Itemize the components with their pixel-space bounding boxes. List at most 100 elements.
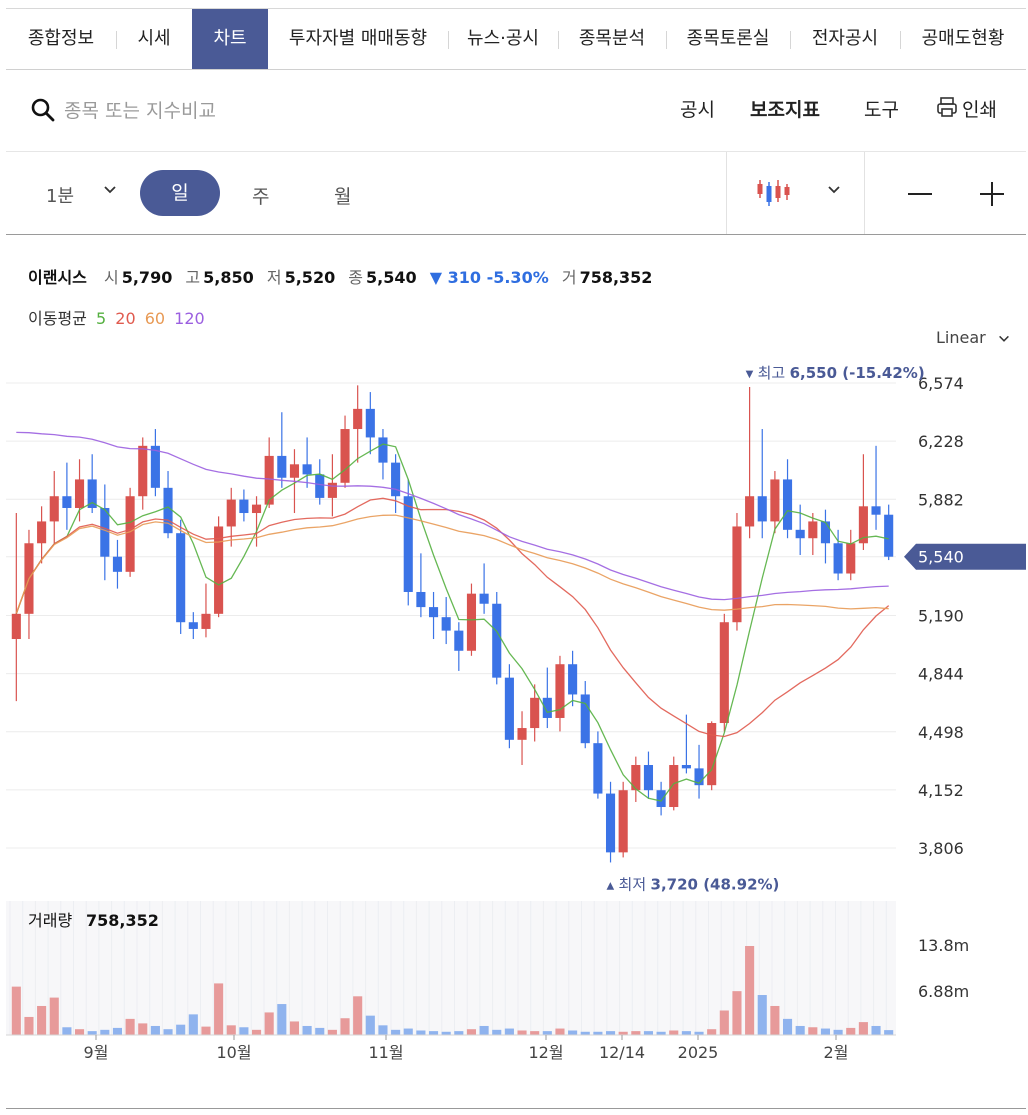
volume-bar [62, 1027, 72, 1035]
ma-60-label: 60 [144, 309, 166, 328]
candle [239, 499, 249, 514]
candle [517, 728, 527, 740]
candlestick-chart-icon[interactable] [756, 176, 794, 212]
ma-label: 이동평균 [28, 309, 87, 328]
y-tick-label: 3,806 [918, 839, 964, 858]
chevron-down-icon [998, 335, 1009, 342]
y-tick-label: 4,152 [918, 781, 964, 800]
volume-bar [745, 946, 755, 1035]
volume-bar [340, 1018, 350, 1035]
volume-bar [327, 1029, 337, 1035]
candle [871, 506, 881, 515]
close-label: 종 [348, 268, 364, 287]
printer-icon[interactable] [936, 96, 958, 118]
notice-button[interactable]: 공시 [680, 99, 715, 121]
candle [605, 793, 616, 853]
volume-bar [820, 1028, 831, 1035]
candle [277, 455, 287, 478]
candle [732, 526, 742, 623]
volume-bar [112, 1027, 123, 1035]
period-day-button[interactable]: 일 [140, 170, 220, 216]
ma-20-label: 20 [115, 309, 136, 328]
volume-bar [264, 1012, 274, 1035]
price-chart[interactable]: 6,574 6,228 5,882 5,190 4,844 4,498 4,152 3,806… [6, 8, 1026, 1108]
search-input[interactable] [62, 93, 446, 129]
y-tick-label: 5,882 [918, 490, 964, 509]
candle [11, 613, 21, 640]
candle [365, 408, 375, 438]
search-icon[interactable] [30, 97, 56, 123]
volume-bar [580, 1031, 590, 1035]
volume-tick-label: 13.8m [918, 936, 969, 955]
volume-bar [454, 1031, 464, 1035]
candle [150, 445, 160, 488]
y-tick-label: 4,844 [918, 665, 964, 684]
volume-bar [492, 1029, 502, 1035]
print-button[interactable]: 인쇄 [962, 99, 997, 121]
candle [138, 445, 148, 497]
ma-120-line [16, 431, 889, 601]
volume-bar [795, 1025, 805, 1035]
volume-bar [871, 1025, 881, 1035]
candle [770, 479, 780, 522]
tab-news[interactable]: 뉴스·공시 [467, 28, 539, 49]
ma-5-line [15, 443, 889, 802]
current-price-label: 5,540 [918, 548, 964, 567]
candle [201, 613, 211, 629]
tab-short-selling[interactable]: 공매도현황 [921, 28, 1005, 49]
divider [726, 152, 727, 234]
period-selector: 1분 일 주 월 [6, 152, 1026, 235]
x-tick-label: 2025 [678, 1043, 719, 1062]
zoom-in-icon[interactable] [978, 180, 1006, 208]
volume-bar [858, 1022, 868, 1035]
minute-period-select[interactable]: 1분 [46, 186, 75, 207]
candle [163, 487, 173, 534]
chevron-down-icon[interactable] [102, 182, 118, 198]
y-tick-label: 5,190 [918, 607, 964, 626]
candle [707, 723, 717, 786]
tab-discussion[interactable]: 종목토론실 [686, 28, 770, 49]
tab-disclosure[interactable]: 전자공시 [811, 28, 879, 49]
candle [391, 462, 401, 497]
volume-bar [176, 1024, 186, 1035]
scale-select[interactable]: Linear [936, 328, 1011, 347]
zoom-out-icon[interactable] [906, 180, 934, 208]
volume-bar [378, 1025, 388, 1035]
volume-label: 거 [561, 268, 577, 287]
candle [504, 677, 514, 740]
volume-bar [188, 1014, 198, 1035]
volume-tick-label: 6.88m [918, 982, 969, 1001]
low-marker-value: 3,720 (48.92%) [651, 875, 780, 893]
chevron-down-icon[interactable] [826, 182, 842, 198]
period-month-button[interactable]: 월 [334, 186, 352, 208]
tab-overview[interactable]: 종합정보 [27, 28, 95, 49]
x-tick-label: 12/14 [599, 1043, 645, 1062]
candle [643, 765, 654, 791]
candle [745, 496, 755, 527]
volume-bar [100, 1029, 110, 1035]
indicators-button[interactable]: 보조지표 [750, 99, 820, 121]
tab-analysis[interactable]: 종목분석 [578, 28, 646, 49]
tab-chart[interactable]: 차트 [192, 9, 268, 69]
high-marker-label: 최고 [758, 364, 786, 382]
open-label: 시 [103, 268, 119, 287]
tools-button[interactable]: 도구 [864, 99, 899, 121]
candle [593, 743, 603, 794]
candle [416, 591, 426, 608]
period-week-button[interactable]: 주 [252, 186, 270, 208]
volume-bar [315, 1027, 325, 1035]
ma-60-line [15, 514, 889, 614]
x-tick-label: 9월 [84, 1043, 109, 1062]
volume-bar [289, 1021, 300, 1035]
tab-investor-trading[interactable]: 투자자별 매매동향 [288, 28, 428, 49]
tab-price[interactable]: 시세 [137, 28, 171, 49]
volume-bar [428, 1031, 439, 1035]
moving-average-legend[interactable]: 이동평균 5 20 60 120 [28, 305, 209, 329]
volume-bar [568, 1030, 578, 1035]
candle [656, 790, 666, 808]
candle [808, 521, 818, 539]
current-price-badge [904, 543, 1026, 570]
volume-bar [302, 1025, 312, 1035]
chart-toolbar: 공시 보조지표 도구 인쇄 [6, 69, 1026, 152]
candle [214, 526, 224, 614]
